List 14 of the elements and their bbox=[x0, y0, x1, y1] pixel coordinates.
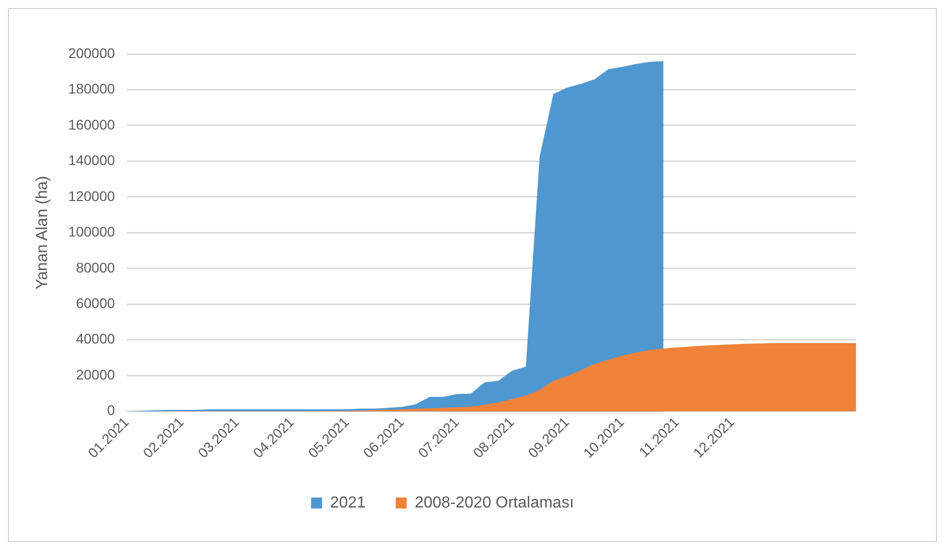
y-tick-label: 20000 bbox=[76, 366, 116, 382]
y-tick-label: 120000 bbox=[68, 188, 116, 204]
y-tick-label: 80000 bbox=[76, 259, 116, 276]
y-tick-label: 60000 bbox=[76, 294, 116, 311]
y-tick-label: 160000 bbox=[68, 116, 116, 132]
y-tick-label: 100000 bbox=[68, 224, 116, 240]
legend-label: 2021 bbox=[330, 494, 366, 512]
y-axis-title: Yanan Alan (ha) bbox=[34, 176, 52, 290]
y-tick-label: 0 bbox=[107, 402, 116, 418]
legend-label: 2008-2020 Ortalaması bbox=[414, 494, 574, 512]
y-tick-label: 140000 bbox=[68, 152, 116, 168]
y-tick-label: 40000 bbox=[76, 330, 116, 347]
y-tick-label: 180000 bbox=[68, 80, 116, 97]
y-tick-label: 200000 bbox=[68, 44, 116, 61]
